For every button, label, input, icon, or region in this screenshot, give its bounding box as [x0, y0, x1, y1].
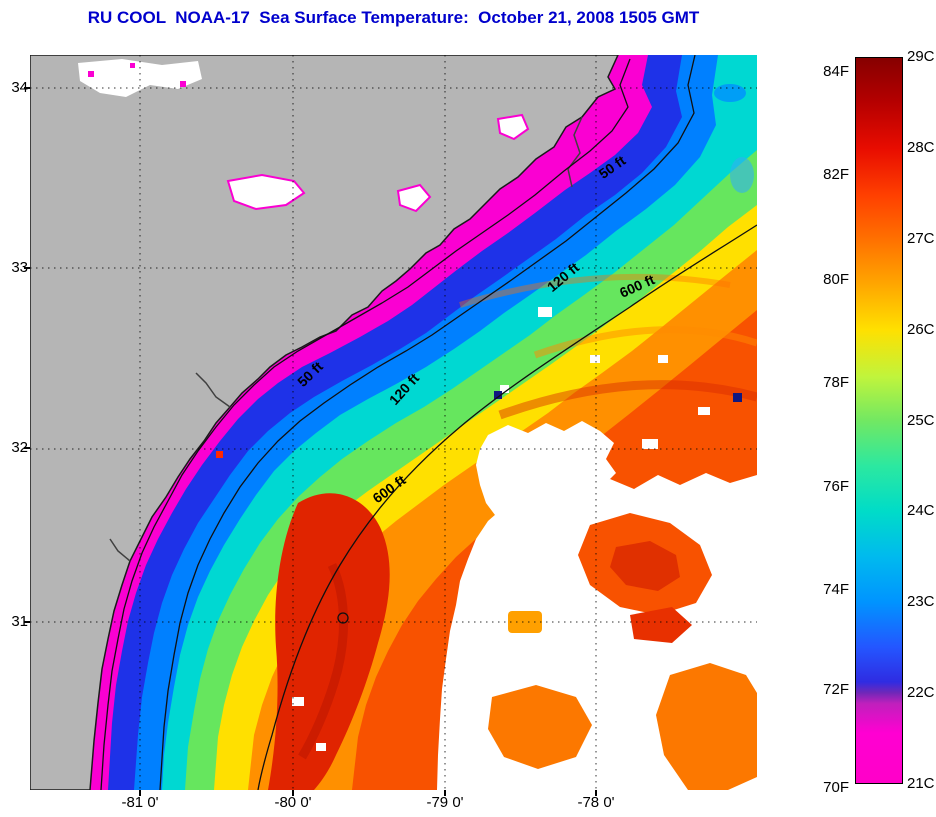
warm-gap-blob: [488, 685, 592, 769]
contour-marker-circle: [337, 612, 349, 624]
y-tick-label: 34 0': [11, 80, 28, 96]
y-tick-label: 33 0': [11, 260, 28, 276]
grid-lines: [30, 55, 757, 790]
colorbar-f-label: 84F: [823, 63, 849, 80]
colorbar-c-label: 28C: [907, 139, 935, 156]
x-axis-tick: [595, 790, 597, 796]
cloud-patch-coast: [496, 113, 530, 141]
warm-pixel: [216, 451, 223, 458]
cool-patch: [714, 84, 746, 102]
x-axis-tick: [292, 790, 294, 796]
cloud-speckle: [658, 355, 668, 363]
cool-patch: [730, 157, 754, 193]
warm-gap-streak: [630, 607, 692, 643]
colorbar-f-label: 72F: [823, 681, 849, 698]
colorbar-c-label: 24C: [907, 502, 935, 519]
colorbar-c-label: 22C: [907, 684, 935, 701]
cloud-fringe-dot: [130, 63, 135, 68]
cloud-speckle: [698, 407, 710, 415]
figure-title: RU COOL NOAA-17 Sea Surface Temperature:…: [87, 8, 700, 27]
colorbar-c-label: 25C: [907, 412, 935, 429]
x-axis-tick: [444, 790, 446, 796]
colorbar-c-label: 23C: [907, 593, 935, 610]
cloud-speckle: [316, 743, 326, 751]
colorbar-f-label: 78F: [823, 374, 849, 391]
dark-pixel: [494, 391, 502, 399]
colorbar-c-label: 26C: [907, 321, 935, 338]
colorbar-f-label: 76F: [823, 478, 849, 495]
warm-gap-blob: [656, 663, 757, 790]
y-axis-tick: [24, 621, 30, 623]
x-tick-label: -81 0': [121, 794, 159, 811]
colorbar-c-label: 21C: [907, 775, 935, 792]
colorbar-f-label: 74F: [823, 581, 849, 598]
river-line: [567, 116, 583, 188]
y-tick-label: 31 0': [11, 614, 28, 630]
x-tick-label: -78 0': [577, 794, 615, 811]
x-tick-label: -79 0': [426, 794, 464, 811]
colorbar-f-label: 70F: [823, 779, 849, 796]
dark-pixel: [733, 393, 742, 402]
river-line: [109, 538, 131, 562]
colorbar-f-label: 82F: [823, 166, 849, 183]
x-axis-tick: [139, 790, 141, 796]
y-axis-tick: [24, 87, 30, 89]
warm-swirl: [498, 380, 757, 420]
contour-50ft: [100, 58, 631, 790]
cloud-patch-coast: [396, 183, 432, 213]
land-region: [30, 55, 619, 790]
y-axis-tick: [24, 267, 30, 269]
cloud-speckle: [590, 355, 600, 363]
cloud-speckle: [538, 307, 552, 317]
y-axis-tick: [24, 447, 30, 449]
cloud-speckle: [292, 697, 304, 706]
river-line: [195, 372, 231, 408]
contour-120ft: [159, 55, 696, 790]
hot-core-streak: [298, 563, 348, 760]
y-tick-label: 32 0': [11, 440, 28, 456]
warm-swirl: [459, 273, 731, 308]
warm-swirl: [533, 326, 757, 359]
colorbar-c-label: 29C: [907, 48, 935, 65]
colorbar-f-label: 80F: [823, 271, 849, 288]
cloud-fringe-dot: [180, 81, 186, 87]
cloud-fringe-dot: [88, 71, 94, 77]
warm-gap-blob: [508, 611, 542, 633]
warm-gap-blob-core: [610, 541, 680, 591]
x-tick-label: -80 0': [274, 794, 312, 811]
colorbar-c-label: 27C: [907, 230, 935, 247]
cloud-speckle: [586, 453, 598, 461]
sst-map: [30, 55, 757, 790]
cloud-patch-land: [226, 173, 306, 211]
cloud-speckle: [642, 439, 658, 449]
temperature-colorbar: [855, 57, 903, 784]
colorbar-gradient: [855, 57, 903, 784]
cloud-speckle: [500, 385, 509, 393]
contour-600ft: [257, 224, 757, 790]
gulf-stream-hot-core: [268, 493, 390, 790]
